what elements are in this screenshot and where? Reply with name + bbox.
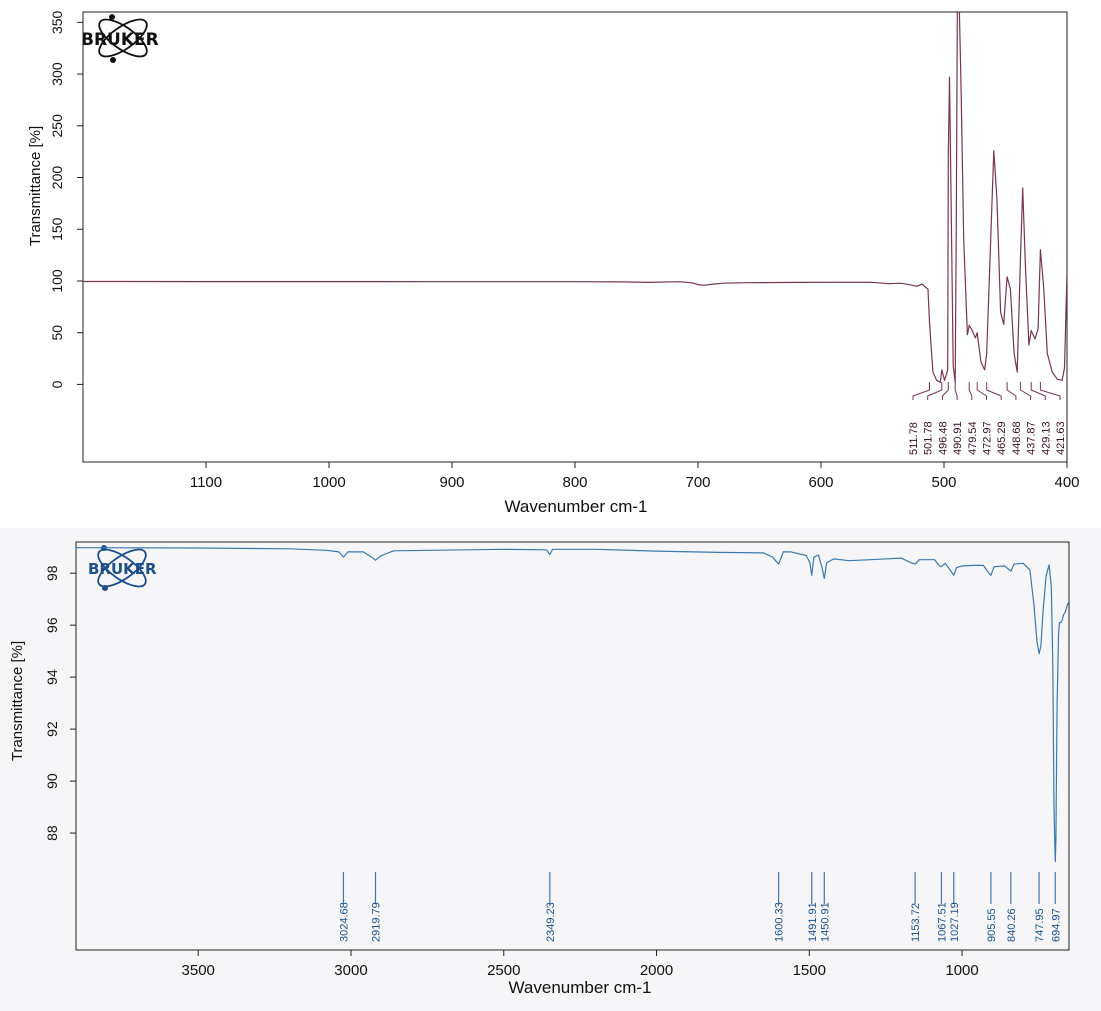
y-axis-label: Transmittance [%] xyxy=(9,641,26,761)
peak-label: 2349.23 xyxy=(545,902,557,942)
ir-spectrum-panel-bottom: BRUKER Transmittance [%] Wavenumber cm-1… xyxy=(0,528,1101,1011)
peak-marker xyxy=(941,382,949,400)
y-tick-label: 92 xyxy=(44,721,60,737)
x-tick-label: 600 xyxy=(808,474,833,491)
peak-marker xyxy=(976,382,987,400)
peak-marker xyxy=(986,382,1002,400)
x-axis-label: Wavenumber cm-1 xyxy=(505,497,648,516)
ir-spectrum-panel-top: BRUKER Transmittance [%] Wavenumber cm-1… xyxy=(27,10,1080,516)
peak-marker xyxy=(927,382,943,400)
x-tick-label: 700 xyxy=(685,474,710,491)
peak-label: 3024.68 xyxy=(338,902,350,942)
plot-frame xyxy=(75,541,1070,951)
x-tick-label: 1000 xyxy=(945,962,978,979)
peak-marker xyxy=(968,382,973,400)
y-tick-label: 350 xyxy=(49,10,65,34)
logo-orbit-2 xyxy=(98,18,148,58)
peak-label: 448.68 xyxy=(1011,421,1023,455)
peak-label: 1450.91 xyxy=(819,902,831,942)
y-tick-label: 100 xyxy=(49,269,65,293)
peak-label: 1600.33 xyxy=(774,902,786,942)
peak-marker xyxy=(1039,382,1061,400)
x-tick-label: 500 xyxy=(931,474,956,491)
peak-label: 421.63 xyxy=(1055,421,1067,455)
logo-text: BRUKER xyxy=(88,560,157,578)
x-tick-label: 3500 xyxy=(182,962,215,979)
peak-label: 2919.79 xyxy=(370,902,382,942)
bruker-logo: BRUKER xyxy=(88,545,157,591)
peak-label: 840.26 xyxy=(1006,908,1018,942)
logo-dot xyxy=(110,57,116,63)
peak-label: 496.48 xyxy=(937,421,949,455)
y-tick-label: 88 xyxy=(44,825,60,841)
spectrum-line xyxy=(76,547,1069,863)
ir-spectrum-chart-bottom: BRUKER Transmittance [%] Wavenumber cm-1… xyxy=(9,541,1070,997)
peak-label: 511.78 xyxy=(908,422,920,455)
ir-spectrum-chart-top: BRUKER Transmittance [%] Wavenumber cm-1… xyxy=(27,10,1080,516)
y-tick-label: 50 xyxy=(49,325,65,341)
x-axis-label: Wavenumber cm-1 xyxy=(509,978,652,997)
peak-label: 1153.72 xyxy=(910,903,922,942)
peak-marker xyxy=(1006,382,1017,400)
peak-label: 1027.19 xyxy=(949,902,961,942)
bruker-logo: BRUKER xyxy=(81,14,159,63)
x-tick-label: 2500 xyxy=(487,962,520,979)
y-tick-label: 98 xyxy=(44,565,60,581)
y-tick-label: 150 xyxy=(49,217,65,241)
y-tick-label: 200 xyxy=(49,166,65,190)
peak-label: 479.54 xyxy=(967,421,979,455)
x-tick-label: 1100 xyxy=(190,474,222,491)
peak-label: 501.78 xyxy=(923,421,935,455)
spectrum-line xyxy=(83,12,1067,383)
peak-marker xyxy=(912,382,930,400)
x-tick-label: 2000 xyxy=(640,962,673,979)
peak-marker xyxy=(1019,382,1032,400)
x-tick-label: 3000 xyxy=(334,962,367,979)
y-tick-label: 90 xyxy=(44,773,60,789)
peak-label: 694.97 xyxy=(1050,908,1062,942)
y-tick-label: 250 xyxy=(49,114,65,138)
peak-marker xyxy=(1030,382,1046,400)
plot-frame xyxy=(82,11,1068,463)
peak-label: 437.87 xyxy=(1026,421,1038,455)
peak-marker xyxy=(954,382,958,400)
logo-orbit-1 xyxy=(97,548,147,588)
y-tick-label: 94 xyxy=(44,669,60,685)
x-tick-label: 1500 xyxy=(793,962,826,979)
logo-orbit-1 xyxy=(98,18,148,58)
y-tick-label: 300 xyxy=(49,62,65,86)
logo-orbit-2 xyxy=(97,548,147,588)
peak-label: 1491.91 xyxy=(807,902,819,942)
peak-label: 905.55 xyxy=(986,908,998,942)
peak-label: 472.97 xyxy=(982,421,994,455)
y-tick-label: 0 xyxy=(49,380,65,388)
peak-label: 429.13 xyxy=(1040,421,1052,455)
peak-label: 1067.51 xyxy=(936,902,948,942)
x-tick-label: 1000 xyxy=(312,474,345,491)
x-tick-label: 800 xyxy=(562,474,587,491)
x-tick-label: 900 xyxy=(439,474,464,491)
y-tick-label: 96 xyxy=(44,617,60,633)
x-tick-label: 400 xyxy=(1054,474,1079,491)
y-axis-label: Transmittance [%] xyxy=(27,126,44,246)
logo-text: BRUKER xyxy=(81,30,159,50)
logo-dot xyxy=(102,585,108,591)
peak-label: 747.95 xyxy=(1034,908,1046,942)
peak-label: 490.91 xyxy=(952,421,964,455)
logo-dot xyxy=(109,14,115,20)
peak-label: 465.29 xyxy=(996,421,1008,455)
